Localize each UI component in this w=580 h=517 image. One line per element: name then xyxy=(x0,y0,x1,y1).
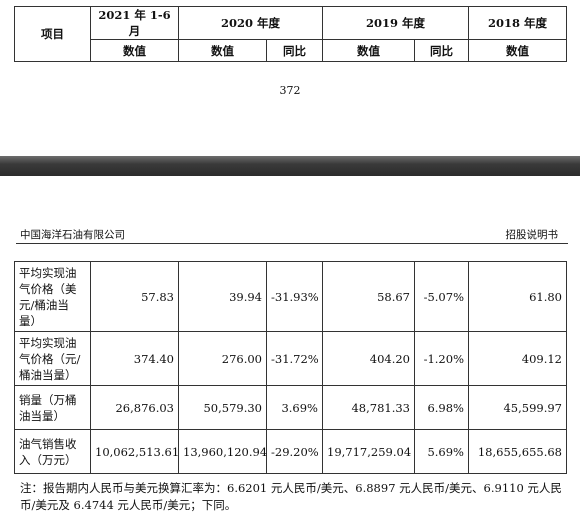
cell-value: 276.00 xyxy=(178,331,267,386)
table-row: 销量（万桶 油当量） 26,876.03 50,579.30 3.69% 48,… xyxy=(14,385,567,430)
cell-value: 57.83 xyxy=(90,261,179,332)
table-row: 油气销售收 入（万元） 10,062,513.61 13,960,120.94 … xyxy=(14,429,567,474)
footnote: 注：报告期内人民币与美元换算汇率为：6.6201 元人民币/美元、6.8897 … xyxy=(20,481,562,512)
cell-value: 61.80 xyxy=(468,261,567,332)
page-break-bar xyxy=(0,156,580,176)
header-period-2018: 2018 年度 xyxy=(468,6,568,40)
page-number: 372 xyxy=(279,84,301,97)
table-row: 平均实现油 气价格（美 元/桶油当 量） 57.83 39.94 -31.93%… xyxy=(14,261,567,332)
cell-value: 58.67 xyxy=(322,261,415,332)
header-rule xyxy=(16,243,568,244)
cell-value: 13,960,120.94 xyxy=(178,429,267,474)
subheader-value: 数值 xyxy=(178,39,267,62)
cell-value: 19,717,259.04 xyxy=(322,429,415,474)
cell-value: 404.20 xyxy=(322,331,415,386)
cell-value: 409.12 xyxy=(468,331,567,386)
subheader-value: 数值 xyxy=(322,39,416,62)
row-label: 平均实现油 气价格（元/ 桶油当量） xyxy=(14,331,91,386)
table-row: 平均实现油 气价格（元/ 桶油当量） 374.40 276.00 -31.72%… xyxy=(14,331,567,386)
cell-value: 10,062,513.61 xyxy=(90,429,179,474)
cell-yoy: 5.69% xyxy=(414,429,469,474)
subheader-yoy: 同比 xyxy=(414,39,470,62)
cell-value: 48,781.33 xyxy=(322,385,415,430)
cell-value: 45,599.97 xyxy=(468,385,567,430)
subheader-value: 数值 xyxy=(90,39,179,62)
cell-yoy: -1.20% xyxy=(414,331,469,386)
running-header-document: 招股说明书 xyxy=(505,229,559,241)
header-period-2021h1: 2021 年 1-6 月 xyxy=(90,6,179,40)
cell-yoy: -31.93% xyxy=(266,261,323,332)
cell-yoy: 3.69% xyxy=(266,385,323,430)
cell-value: 26,876.03 xyxy=(90,385,179,430)
row-label: 平均实现油 气价格（美 元/桶油当 量） xyxy=(14,261,91,332)
subheader-value: 数值 xyxy=(468,39,568,62)
cell-yoy: -29.20% xyxy=(266,429,323,474)
table-header-fragment: 项目 2021 年 1-6 月 2020 年度 2019 年度 2018 年度 … xyxy=(14,6,568,62)
data-table: 平均实现油 气价格（美 元/桶油当 量） 57.83 39.94 -31.93%… xyxy=(14,261,567,474)
cell-value: 374.40 xyxy=(90,331,179,386)
subheader-yoy: 同比 xyxy=(265,39,324,62)
header-period-2019: 2019 年度 xyxy=(322,6,470,40)
cell-yoy: -5.07% xyxy=(414,261,469,332)
cell-yoy: 6.98% xyxy=(414,385,469,430)
cell-value: 18,655,655.68 xyxy=(468,429,567,474)
cell-yoy: -31.72% xyxy=(266,331,323,386)
running-header-company: 中国海洋石油有限公司 xyxy=(20,229,125,241)
row-label: 销量（万桶 油当量） xyxy=(14,385,91,430)
header-item: 项目 xyxy=(14,6,91,62)
cell-value: 50,579.30 xyxy=(178,385,267,430)
cell-value: 39.94 xyxy=(178,261,267,332)
header-period-2020: 2020 年度 xyxy=(177,6,324,40)
row-label: 油气销售收 入（万元） xyxy=(14,429,91,474)
